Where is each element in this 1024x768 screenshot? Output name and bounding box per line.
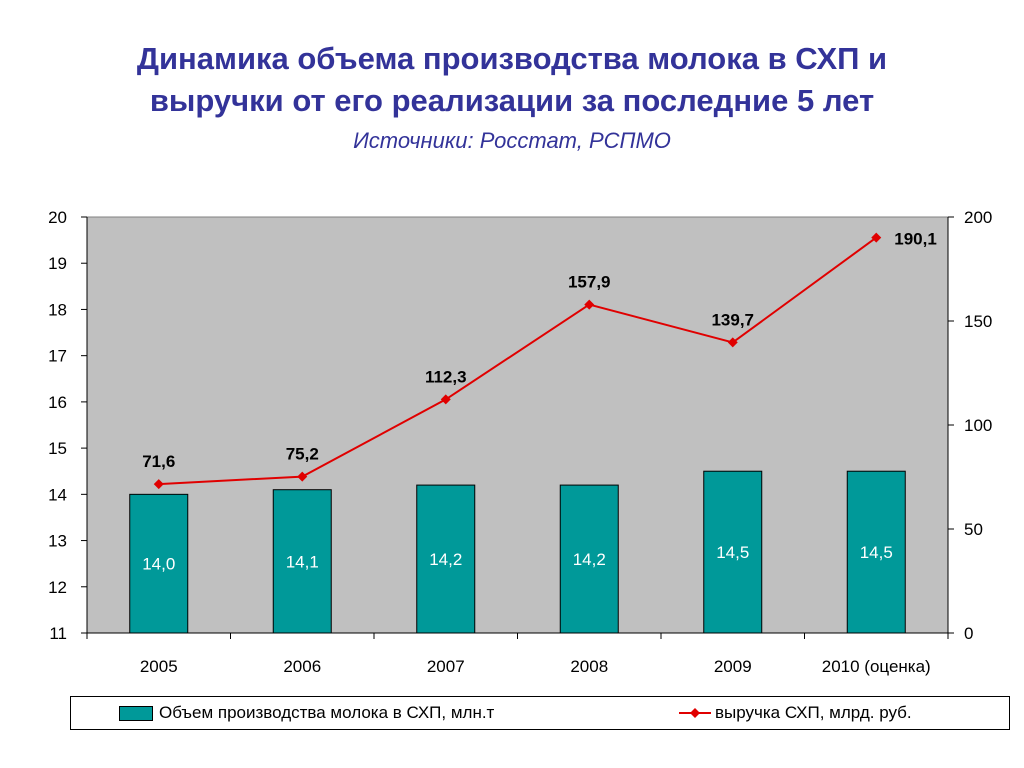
revenue-point	[727, 337, 738, 348]
x-axis-tick-label: 2010 (оценка)	[822, 657, 931, 676]
bar-production	[129, 493, 189, 634]
chart-legend: Объем производства молока в СХП, млн.т в…	[70, 696, 1010, 730]
x-axis-tick-label: 2008	[570, 657, 608, 676]
legend-item-revenue: выручка СХП, млрд. руб.	[679, 697, 912, 729]
left-axis-tick-label: 19	[48, 254, 67, 273]
bar-data-label: 14,2	[573, 550, 606, 569]
bar-data-label: 14,2	[429, 550, 462, 569]
legend-label-revenue: выручка СХП, млрд. руб.	[715, 703, 912, 722]
bar-production	[416, 484, 476, 634]
revenue-data-label: 139,7	[711, 310, 754, 329]
left-axis-tick-label: 20	[48, 208, 67, 227]
x-axis-tick-label: 2006	[283, 657, 321, 676]
left-axis-tick-label: 13	[48, 532, 67, 551]
left-axis-tick-label: 18	[48, 300, 67, 319]
bar-data-label: 14,0	[142, 555, 175, 574]
revenue-line	[158, 236, 877, 486]
revenue-point	[153, 479, 164, 490]
revenue-point	[871, 232, 882, 243]
left-axis-tick-label: 17	[48, 347, 67, 366]
x-axis-tick-label: 2007	[427, 657, 465, 676]
x-axis-tick-label: 2009	[714, 657, 752, 676]
right-axis-tick-label: 100	[964, 416, 992, 435]
chart-subtitle: Источники: Росстат, РСПМО	[353, 128, 671, 153]
chart-title-line-2: выручки от его реализации за последние 5…	[149, 83, 875, 118]
bar-data-label: 14,5	[716, 543, 749, 562]
bar-production	[559, 484, 619, 634]
revenue-point	[584, 299, 595, 310]
revenue-data-label: 112,3	[425, 367, 467, 386]
revenue-data-label: 190,1	[894, 230, 937, 249]
x-axis-tick-label: 2005	[140, 657, 178, 676]
legend-swatch-revenue	[679, 708, 711, 718]
left-axis-tick-label: 16	[48, 393, 67, 412]
revenue-data-label: 157,9	[568, 273, 611, 292]
right-axis-tick-label: 50	[964, 520, 983, 539]
chart-title-line-1: Динамика объема производства молока в СХ…	[136, 41, 888, 76]
legend-label-production: Объем производства молока в СХП, млн.т	[159, 703, 495, 722]
bar-data-label: 14,5	[860, 543, 893, 562]
bar-production	[703, 470, 763, 634]
right-axis-tick-label: 200	[964, 208, 992, 227]
legend-item-production: Объем производства молока в СХП, млн.т	[119, 697, 494, 729]
right-axis-tick-label: 0	[964, 624, 973, 643]
bar-data-label: 14,1	[286, 552, 319, 571]
chart-title: Динамика объема производства молока в СХ…	[0, 38, 1024, 122]
left-axis-tick-label: 11	[49, 624, 67, 643]
bar-production	[272, 489, 332, 634]
left-axis-tick-label: 12	[48, 578, 67, 597]
revenue-point	[440, 394, 451, 405]
right-axis-tick-label: 150	[964, 312, 992, 331]
revenue-data-label: 71,6	[142, 452, 175, 471]
bar-production	[846, 470, 906, 634]
left-axis-tick-label: 14	[48, 485, 67, 504]
left-axis-tick-label: 15	[48, 439, 67, 458]
revenue-point	[297, 471, 308, 482]
revenue-data-label: 75,2	[286, 445, 319, 464]
legend-swatch-production	[119, 705, 153, 721]
